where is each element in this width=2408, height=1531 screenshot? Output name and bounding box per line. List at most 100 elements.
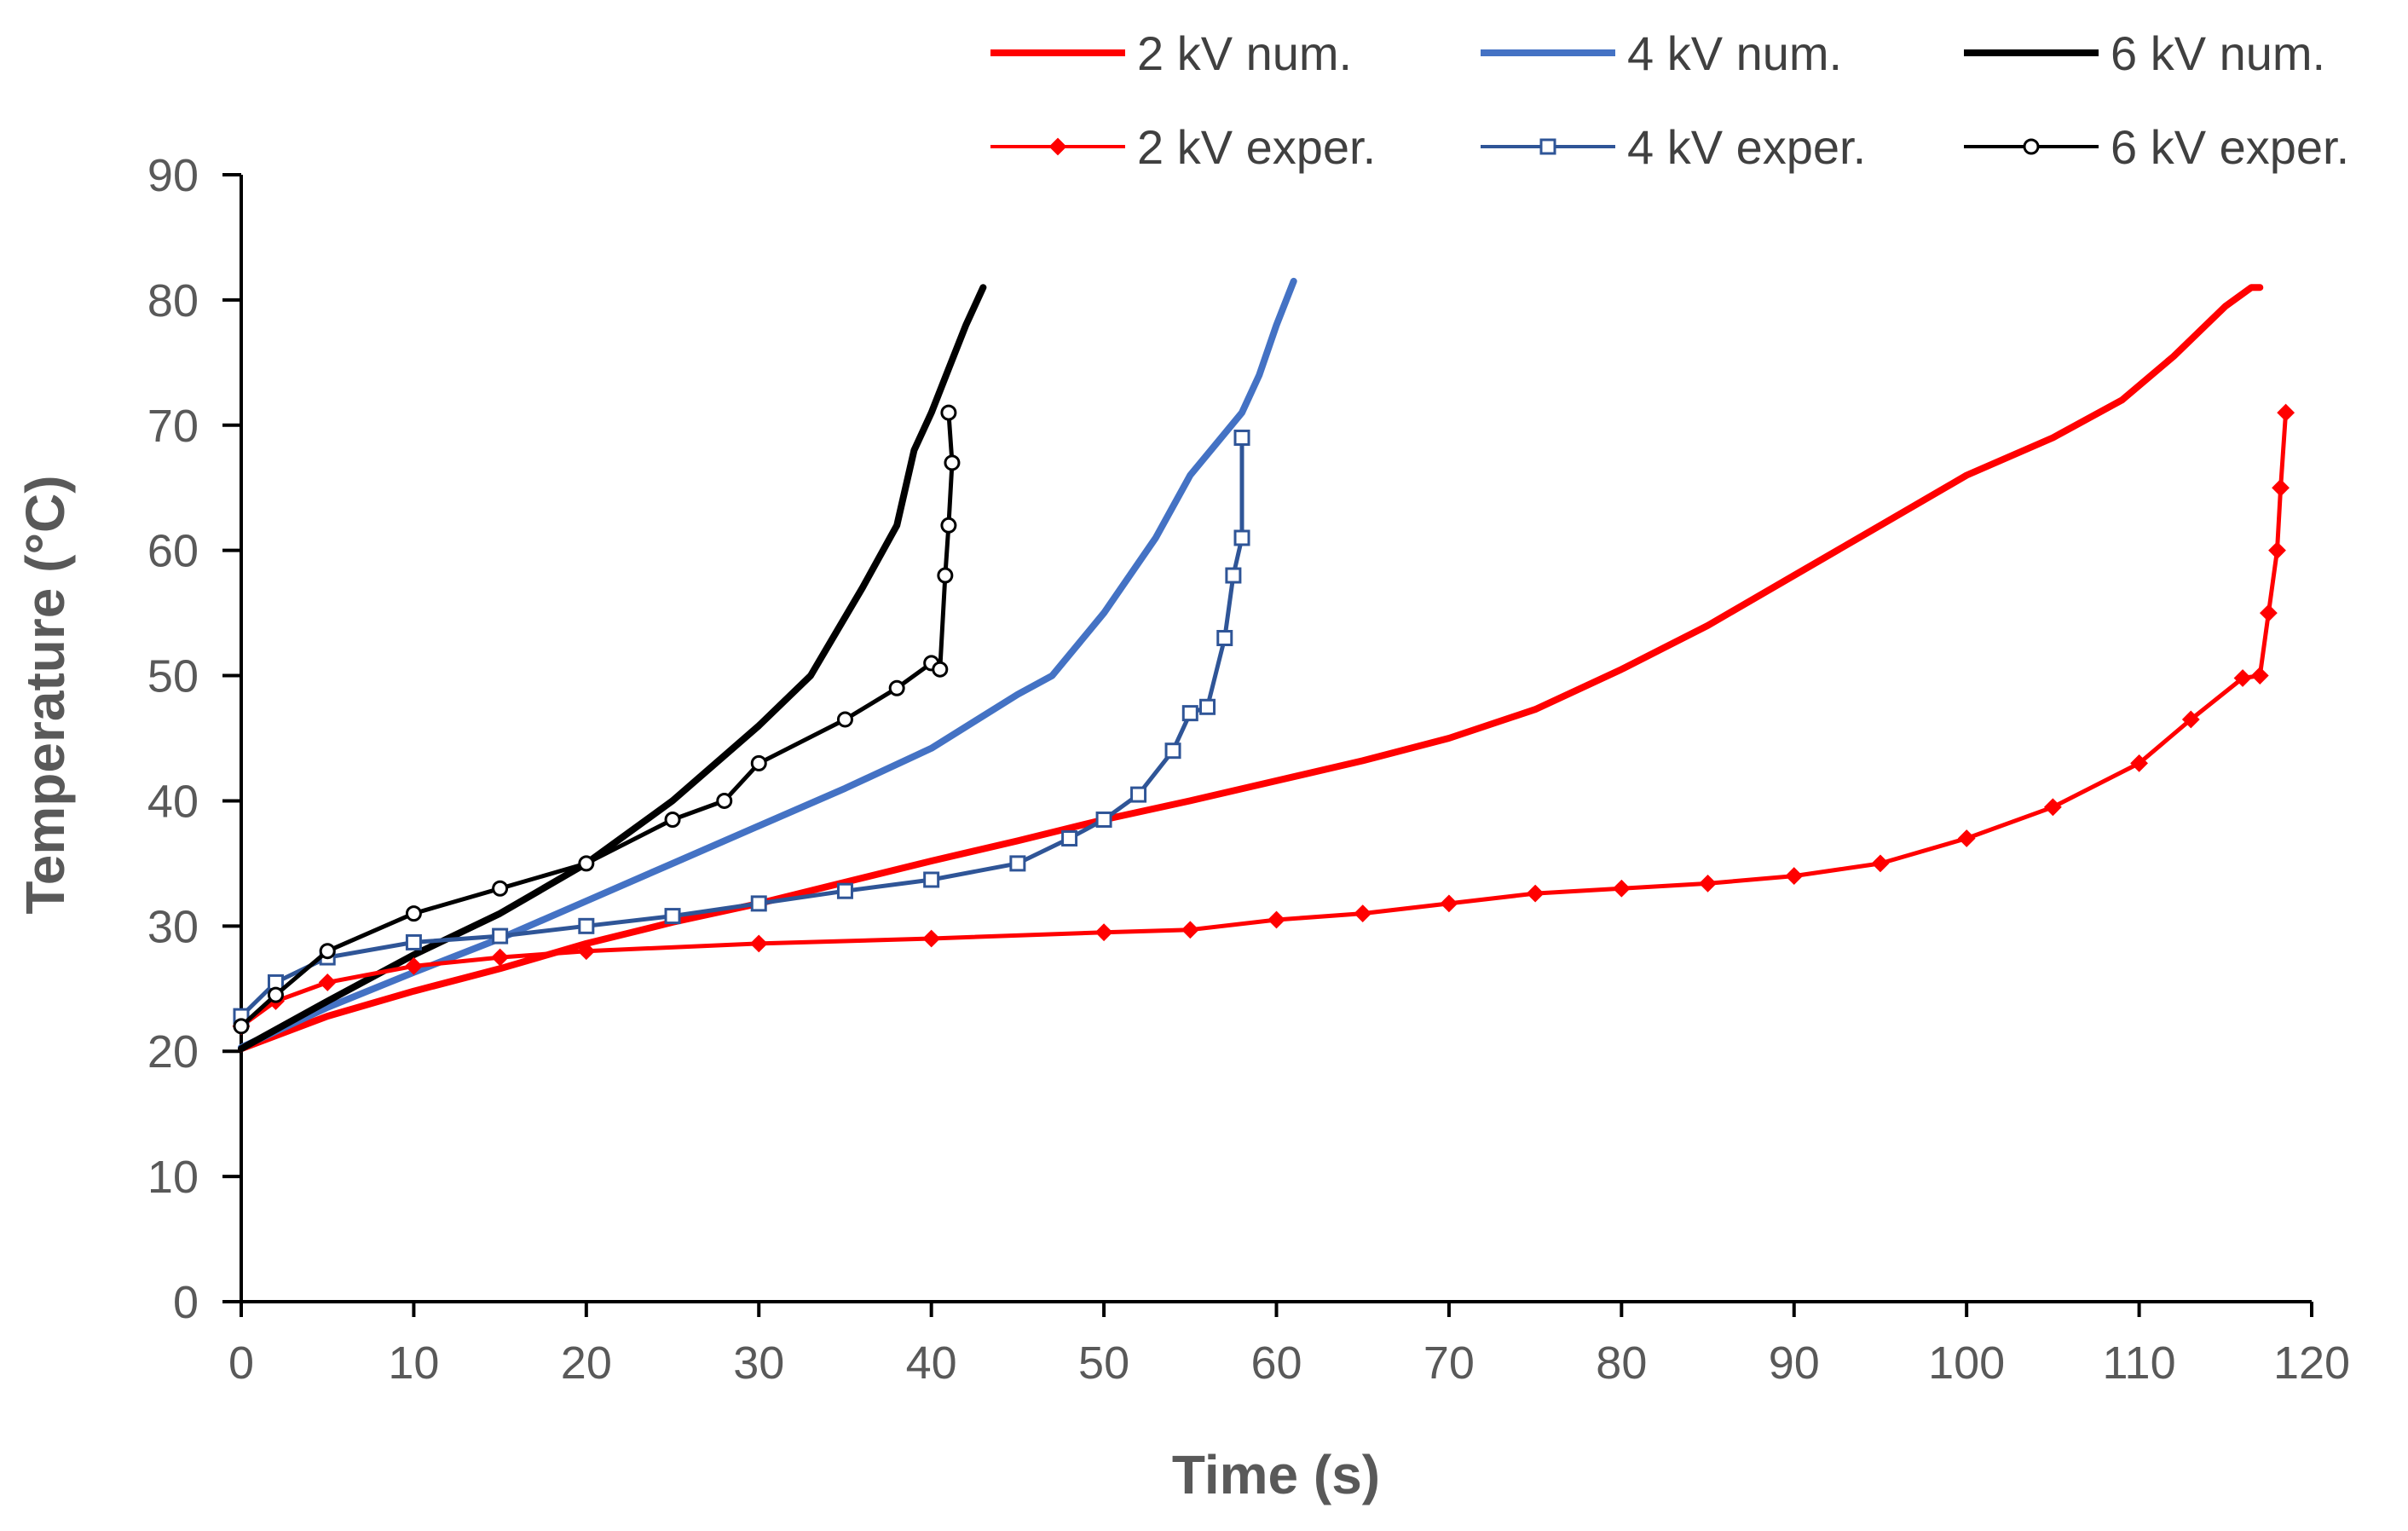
y-tick-label: 50 (147, 651, 199, 702)
data-point (2233, 669, 2252, 687)
data-point (937, 567, 954, 584)
x-tick-label: 100 (1928, 1337, 2005, 1389)
data-point (1539, 138, 1556, 155)
legend-item: 6 kV num. (1964, 26, 2325, 80)
data-point (1061, 830, 1078, 847)
data-point (749, 934, 768, 953)
y-axis-title: Temperature (°C) (14, 475, 76, 914)
data-point (2250, 667, 2269, 685)
data-point (1233, 529, 1250, 546)
series-line (238, 284, 2264, 1053)
data-point (1009, 855, 1026, 872)
series-4-kv-exper (233, 429, 1250, 1025)
data-point (1440, 894, 1458, 913)
data-point (1268, 910, 1285, 929)
data-point (1199, 698, 1216, 715)
series-2-kv-num (238, 284, 2264, 1053)
data-point (664, 811, 681, 828)
data-point (888, 679, 905, 696)
series-6-kv-exper (233, 404, 961, 1035)
data-point (319, 943, 336, 960)
legend-item: 2 kV exper. (990, 120, 1376, 174)
y-tick-label: 10 (147, 1152, 199, 1203)
data-point (1225, 567, 1242, 584)
series-line (239, 436, 1244, 1019)
data-point (716, 792, 733, 809)
data-point (2023, 138, 2040, 155)
data-point (1181, 705, 1198, 722)
y-tick-label: 40 (147, 776, 199, 827)
data-point (1164, 742, 1181, 760)
x-tick-label: 0 (228, 1337, 254, 1389)
data-point (1957, 829, 1976, 847)
data-point (1216, 629, 1233, 646)
data-point (944, 454, 961, 471)
legend-item: 2 kV num. (990, 26, 1352, 80)
data-point (836, 711, 853, 728)
legend-item: 4 kV num. (1481, 26, 1842, 80)
data-point (2272, 478, 2290, 497)
x-tick-label: 20 (561, 1337, 612, 1389)
x-tick-label: 70 (1423, 1337, 1475, 1389)
data-point (1181, 921, 1199, 939)
data-point (922, 929, 941, 948)
data-point (491, 948, 510, 967)
data-point (2181, 710, 2200, 729)
x-tick-label: 30 (733, 1337, 784, 1389)
legend-label: 6 kV num. (2111, 26, 2325, 80)
data-point (1871, 854, 1890, 873)
x-tick-label: 120 (2273, 1337, 2350, 1389)
data-point (1612, 879, 1631, 898)
legend-item: 6 kV exper. (1964, 120, 2349, 174)
legend-label: 4 kV num. (1627, 26, 1842, 80)
data-point (405, 956, 423, 975)
y-tick-label: 60 (147, 526, 199, 577)
legend-item: 4 kV exper. (1481, 120, 1866, 174)
series-layer (232, 277, 2295, 1053)
data-point (1095, 811, 1112, 828)
data-point (2259, 604, 2278, 622)
data-point (940, 517, 957, 534)
x-tick-label: 40 (906, 1337, 957, 1389)
x-tick-label: 50 (1078, 1337, 1129, 1389)
data-point (492, 880, 509, 897)
legend-label: 2 kV exper. (1137, 120, 1376, 174)
data-point (1094, 923, 1113, 942)
data-point (2043, 798, 2062, 817)
data-point (1233, 429, 1250, 446)
series-2-kv-exper (232, 403, 2295, 1036)
y-tick-label: 20 (147, 1026, 199, 1077)
data-point (1354, 904, 1372, 923)
data-point (940, 404, 957, 421)
legend-label: 2 kV num. (1137, 26, 1352, 80)
data-point (1526, 884, 1545, 903)
data-point (2130, 754, 2148, 772)
data-point (2268, 541, 2286, 560)
data-point (1048, 137, 1067, 156)
y-tick-label: 80 (147, 275, 199, 326)
y-tick-label: 90 (147, 150, 199, 201)
data-point (233, 1018, 250, 1035)
x-tick-label: 80 (1596, 1337, 1647, 1389)
axes: 0 10 20 30 40 50 60 70 80 90 100 110 120 0 10 20 30 40 50 6… (147, 150, 2350, 1389)
x-tick-label: 110 (2103, 1337, 2176, 1389)
data-point (923, 871, 940, 888)
series-line (239, 410, 2289, 1029)
y-tick-label: 70 (147, 401, 199, 452)
x-tick-label: 10 (388, 1337, 439, 1389)
data-point (664, 908, 681, 925)
data-point (1785, 867, 1804, 885)
series-line (238, 277, 1297, 1051)
legend-label: 4 kV exper. (1627, 120, 1866, 174)
legend: 2 kV num. 4 kV num. 6 kV num. 2 kV exper. 4 … (990, 26, 2349, 174)
data-point (492, 927, 509, 945)
data-point (405, 905, 422, 922)
data-point (836, 882, 853, 899)
data-point (405, 933, 422, 950)
data-point (578, 855, 595, 872)
data-point (750, 895, 767, 912)
y-tick-label: 0 (173, 1277, 199, 1328)
data-point (1699, 874, 1717, 893)
data-point (1130, 786, 1147, 803)
